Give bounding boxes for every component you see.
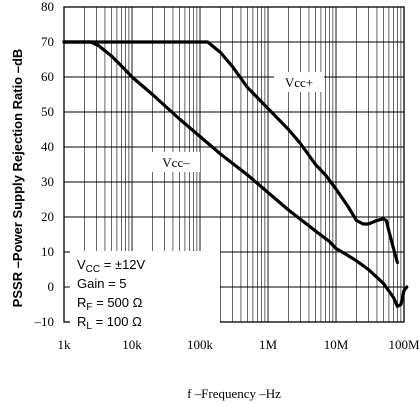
condition-line: RL = 100 Ω xyxy=(77,314,142,332)
x-tick-label: 100k xyxy=(187,337,214,352)
plot-frame xyxy=(63,6,405,323)
y-tick-label: 80 xyxy=(41,0,54,14)
condition-line: Gain = 5 xyxy=(77,276,127,291)
y-tick-label: 20 xyxy=(41,209,54,224)
y-tick-label: 50 xyxy=(41,104,54,119)
series-line-vcc-minus xyxy=(62,40,409,308)
series-layer xyxy=(62,40,409,308)
condition-line: RF = 500 Ω xyxy=(77,295,143,313)
x-tick-label: 1k xyxy=(58,337,72,352)
y-tick-label: 10 xyxy=(41,244,54,259)
x-tick-label: 10M xyxy=(324,337,349,352)
y-tick-label: 30 xyxy=(41,174,54,189)
condition-line: VCC = ±12V xyxy=(77,257,146,275)
series-label-vcc-plus: Vcc+ xyxy=(274,72,324,92)
y-tick-label: –10 xyxy=(34,314,55,329)
y-tick-label: 70 xyxy=(41,34,54,49)
series-line-vcc-plus xyxy=(62,40,399,265)
y-tick-labels: –10 0 10 20 30 40 50 60 70 80 xyxy=(34,0,55,329)
series-label-vcc-minus: Vcc– xyxy=(152,152,200,172)
y-tick-label: 40 xyxy=(41,139,54,154)
x-tick-label: 100M xyxy=(388,337,419,352)
x-tick-label: 1M xyxy=(259,337,278,352)
y-tick-label: 0 xyxy=(48,279,55,294)
x-tick-label: 10k xyxy=(122,337,142,352)
svg-text:Vcc–: Vcc– xyxy=(162,155,190,170)
x-axis-label: f –Frequency –Hz xyxy=(187,386,281,401)
y-axis-label: PSSR –Power Supply Rejection Ratio –dB xyxy=(10,49,25,308)
svg-text:Vcc+: Vcc+ xyxy=(285,75,313,90)
x-tick-labels: 1k 10k 100k 1M 10M 100M xyxy=(58,337,419,352)
y-tick-label: 60 xyxy=(41,69,54,84)
